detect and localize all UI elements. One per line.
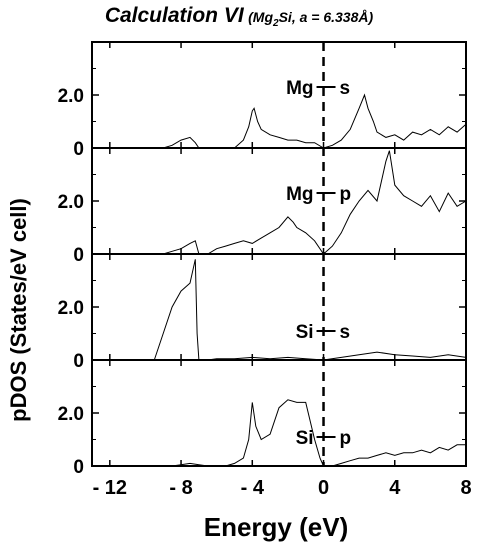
x-tick-label: 0 <box>318 477 329 499</box>
title-main: Calculation VI <box>104 4 244 27</box>
pdos-line <box>154 93 467 149</box>
panels-layer: 0 2.0 Mg s 0 2.0 Mg p 0 2.0 Si s 0 2.0 Si p <box>58 41 467 478</box>
y-tick-label: 2.0 <box>58 298 84 319</box>
panel-label-orbital: p <box>340 428 352 449</box>
panel-2: 0 2.0 Mg p <box>58 147 467 266</box>
y-tick-label: 0 <box>73 457 84 478</box>
panel-3: 0 2.0 Si s <box>58 253 467 372</box>
x-tick-label: - 8 <box>169 477 192 499</box>
y-tick-label: 2.0 <box>58 192 84 213</box>
x-tick-label: - 4 <box>241 477 265 499</box>
panel-label-element: Si <box>296 428 314 449</box>
y-tick-label: 0 <box>73 245 84 266</box>
title-sub-prefix: (Mg <box>248 9 274 25</box>
y-tick-label: 0 <box>73 351 84 372</box>
x-axis-layer: - 12 - 8 - 4 0 4 8 <box>93 477 472 499</box>
panel-frame <box>91 41 467 149</box>
x-axis-label: Energy (eV) <box>204 512 349 542</box>
y-axis-label: pDOS (States/eV cell) <box>6 198 31 422</box>
panel-4: 0 2.0 Si p <box>58 359 467 478</box>
panel-label-orbital: s <box>340 78 351 99</box>
y-tick-label: 0 <box>73 139 84 160</box>
pdos-line <box>153 259 467 361</box>
x-tick-label: 4 <box>389 477 401 499</box>
title-sub-suffix: Si, a = 6.338Å) <box>278 9 374 25</box>
x-tick-label: - 12 <box>93 477 127 499</box>
panel-frame <box>91 253 467 361</box>
panel-label-element: Mg <box>286 78 313 99</box>
panel-label-element: Mg <box>286 184 313 205</box>
title-sub-subscript: 2 <box>273 17 279 29</box>
panel-frame <box>91 359 467 467</box>
title-sub: (Mg2Si, a = 6.338Å) <box>248 9 374 29</box>
y-tick-label: 2.0 <box>58 404 84 425</box>
panel-label-element: Si <box>296 322 314 343</box>
pdos-line <box>154 399 466 467</box>
panel-frame <box>91 147 467 255</box>
chart-title: Calculation VI (Mg2Si, a = 6.338Å) <box>0 4 478 29</box>
panel-label-orbital: p <box>340 184 352 205</box>
panel-1: 0 2.0 Mg s <box>58 41 467 160</box>
panel-label-orbital: s <box>340 322 351 343</box>
x-tick-label: 8 <box>460 477 471 499</box>
y-tick-label: 2.0 <box>58 86 84 107</box>
